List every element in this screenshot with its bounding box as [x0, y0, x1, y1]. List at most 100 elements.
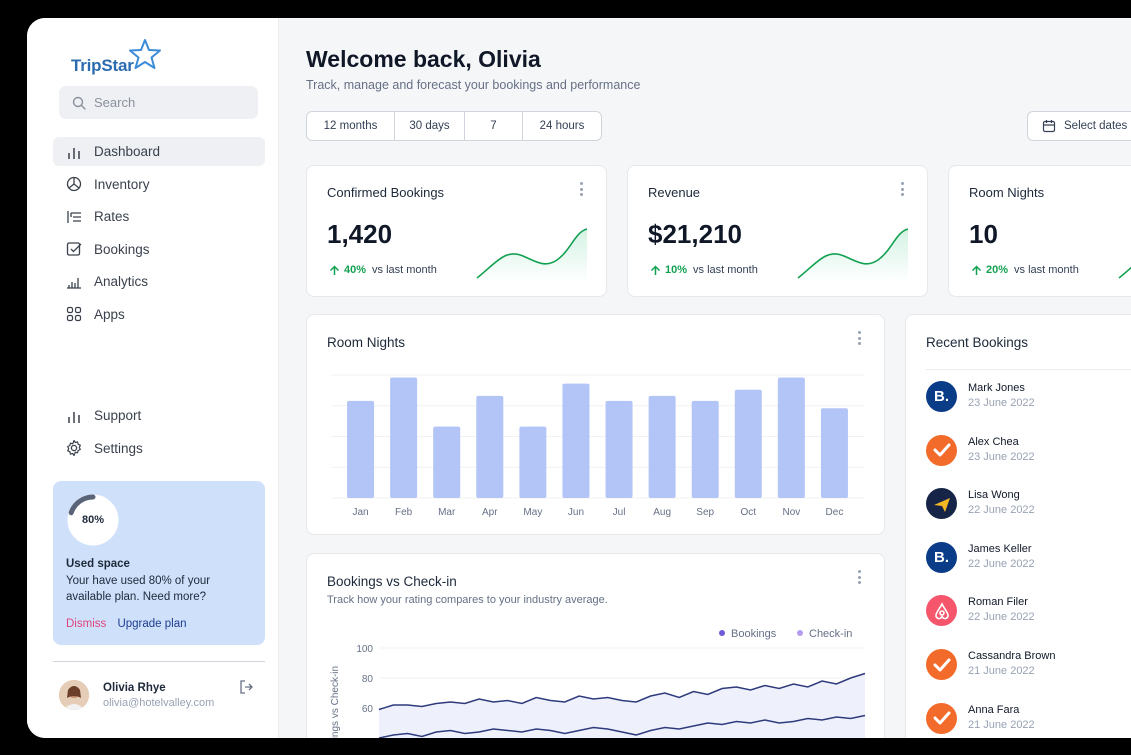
tab-24-hours[interactable]: 24 hours — [539, 120, 585, 132]
booking-name: Alex Chea — [968, 435, 1019, 448]
logo[interactable]: TripStar — [71, 36, 162, 76]
booking-name: Lisa Wong — [968, 489, 1020, 502]
sparkline — [1118, 266, 1131, 279]
y-tick-label: 80 — [362, 674, 374, 685]
tab-7-days[interactable]: 7 days — [465, 112, 523, 140]
logo-text: TripStar — [71, 56, 134, 75]
list-item[interactable]: Anna Fara 21 June 2022 — [926, 702, 1131, 738]
booking-name: Mark Jones — [968, 382, 1025, 394]
list-item[interactable]: Cassandra Brown 21 June 2022 — [926, 649, 1131, 685]
more-options-icon[interactable] — [580, 182, 584, 199]
sidebar-item-analytics[interactable]: Analytics — [53, 267, 265, 296]
bar-chart-icon — [65, 407, 83, 425]
sidebar-bottom-nav: Support Settings — [53, 401, 265, 466]
used-space-card: 80% Used space Your have used 80% of you… — [53, 481, 265, 645]
stat-delta: 20% vs last month — [971, 264, 1079, 276]
select-dates-button[interactable]: Select dates — [1027, 111, 1131, 141]
more-options-icon[interactable] — [858, 570, 862, 587]
avatar[interactable] — [59, 680, 89, 710]
legend-label: Bookings — [731, 628, 777, 640]
stat-delta-suffix: vs last month — [693, 264, 758, 276]
sidebar-item-label: Apps — [94, 306, 125, 322]
stat-label: Confirmed Bookings — [327, 185, 445, 200]
star-logo-icon — [128, 39, 161, 69]
bar-mar[interactable] — [433, 426, 461, 498]
arrow-up-icon — [329, 264, 340, 275]
analytics-icon — [65, 273, 83, 291]
more-options-icon[interactable] — [858, 331, 862, 348]
x-tick-label: Oct — [741, 507, 757, 518]
bar-apr[interactable] — [476, 395, 504, 498]
sparkline — [797, 228, 909, 282]
sidebar-item-settings[interactable]: Settings — [53, 434, 265, 463]
stat-label: Room Nights — [969, 185, 1045, 200]
list-item[interactable]: Lisa Wong 22 June 2022 — [926, 488, 1131, 524]
pie-chart-icon — [65, 175, 83, 193]
booking-name: James Keller — [968, 542, 1032, 555]
stat-delta-percent: 40% — [344, 264, 367, 276]
bookings-vs-checkin-line-chart: Bookings Check-in 60 80 100 Bookings vs Check… — [330, 628, 866, 739]
check-badge-icon — [926, 702, 957, 734]
bar-jan[interactable] — [347, 400, 375, 498]
stat-value: $21,210 — [648, 219, 742, 249]
logout-icon[interactable] — [239, 680, 255, 699]
sidebar-item-label: Inventory — [94, 176, 150, 192]
search-input[interactable]: Search — [59, 86, 258, 119]
sidebar-item-rates[interactable]: Rates — [53, 202, 265, 231]
recent-bookings-card: Recent Bookings B. Mark Jones 23 June 2022… — [905, 314, 1131, 738]
bar-jul[interactable] — [605, 400, 633, 498]
series-line-check-in[interactable] — [378, 714, 866, 739]
room-nights-title: Room Nights — [327, 335, 406, 350]
gear-icon — [65, 439, 83, 457]
sidebar-item-support[interactable]: Support — [53, 401, 265, 430]
sidebar-item-dashboard[interactable]: Dashboard — [53, 137, 265, 166]
bar-feb[interactable] — [390, 377, 418, 498]
booking-date: 22 June 2022 — [968, 557, 1035, 570]
bar-aug[interactable] — [648, 395, 676, 498]
list-item[interactable]: Alex Chea 23 June 2022 — [926, 434, 1131, 471]
booking-name: Anna Fara — [968, 703, 1020, 716]
x-tick-label: Apr — [482, 507, 498, 518]
tab-12-months[interactable]: 12 months — [307, 112, 395, 140]
dismiss-link[interactable]: Dismiss — [66, 618, 107, 630]
booking-name: Cassandra Brown — [968, 650, 1056, 662]
booking-com-icon: B. — [926, 541, 957, 573]
legend-label: Check-in — [809, 628, 852, 640]
app-screen: TripStar Search Dashboard Inventory Rate… — [27, 18, 1131, 738]
bar-oct[interactable] — [734, 389, 762, 498]
list-item[interactable]: Roman Filer 22 June 2022 — [926, 595, 1131, 631]
check-badge-icon — [926, 434, 957, 466]
list-item[interactable]: B. James Keller 22 June 2022 — [926, 541, 1131, 578]
series-area — [379, 673, 865, 738]
booking-date: 23 June 2022 — [968, 450, 1035, 463]
page-title: Welcome back, Olivia — [306, 46, 541, 72]
more-options-icon[interactable] — [901, 182, 905, 199]
user-profile[interactable]: Olivia Rhye olivia@hotelvalley.com — [59, 680, 259, 714]
series-line-bookings[interactable] — [378, 672, 866, 711]
upgrade-plan-link[interactable]: Upgrade plan — [117, 618, 187, 630]
sidebar-item-bookings[interactable]: Bookings — [53, 235, 265, 264]
x-tick-label: May — [523, 507, 542, 518]
bar-sep[interactable] — [691, 400, 719, 498]
page-subtitle: Track, manage and forecast your bookings… — [306, 78, 641, 92]
sidebar-item-label: Analytics — [94, 274, 149, 290]
arrow-up-icon — [650, 264, 661, 275]
main-content: Welcome back, Olivia Track, manage and f… — [279, 18, 1131, 738]
bar-jun[interactable] — [562, 383, 590, 498]
tab-30-days[interactable]: 30 days — [395, 112, 465, 140]
sparkline — [476, 228, 588, 282]
bar-dec[interactable] — [820, 408, 848, 498]
stat-delta: 40% vs last month — [329, 264, 437, 276]
x-tick-label: Mar — [438, 507, 456, 518]
booking-name: Roman Filer — [968, 596, 1028, 609]
bar-nov[interactable] — [777, 377, 805, 498]
stat-card-confirmed-bookings: Confirmed Bookings 1,420 40% vs last mon… — [306, 165, 607, 297]
sidebar-item-apps[interactable]: Apps — [53, 300, 265, 329]
list-item[interactable]: B. Mark Jones 23 June 2022 — [926, 381, 1131, 417]
select-dates-label: Select dates — [1064, 120, 1128, 132]
x-tick-label: Jul — [613, 507, 626, 518]
bar-may[interactable] — [519, 426, 547, 498]
sidebar-item-inventory[interactable]: Inventory — [53, 170, 265, 199]
stat-delta-percent: 20% — [986, 264, 1009, 276]
recent-bookings-title: Recent Bookings — [926, 335, 1029, 350]
